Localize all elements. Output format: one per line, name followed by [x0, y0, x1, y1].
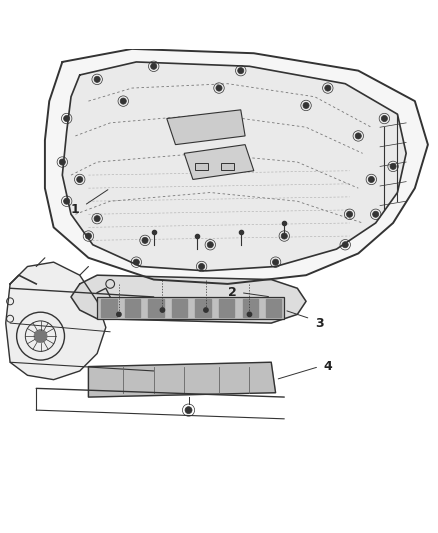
Polygon shape	[97, 297, 284, 319]
Text: 4: 4	[323, 360, 332, 373]
Bar	[195, 163, 208, 170]
Polygon shape	[71, 275, 306, 323]
Bar	[221, 163, 234, 170]
Polygon shape	[6, 262, 106, 379]
Circle shape	[185, 407, 192, 414]
Circle shape	[355, 133, 361, 139]
Circle shape	[77, 176, 83, 182]
Circle shape	[373, 211, 379, 217]
Circle shape	[34, 329, 47, 343]
Text: 3: 3	[315, 317, 323, 329]
Polygon shape	[62, 62, 406, 271]
Circle shape	[238, 68, 244, 74]
Text: 1: 1	[71, 204, 80, 216]
Circle shape	[198, 263, 205, 270]
Circle shape	[207, 241, 213, 248]
Circle shape	[303, 102, 309, 109]
Circle shape	[204, 308, 208, 312]
Circle shape	[151, 63, 157, 69]
Circle shape	[94, 76, 100, 83]
Polygon shape	[45, 49, 428, 284]
Circle shape	[59, 159, 65, 165]
Circle shape	[133, 259, 139, 265]
Circle shape	[216, 85, 222, 91]
Circle shape	[94, 215, 100, 222]
Polygon shape	[167, 110, 245, 144]
Circle shape	[325, 85, 331, 91]
Polygon shape	[195, 299, 211, 317]
Circle shape	[64, 116, 70, 122]
Circle shape	[247, 312, 252, 317]
Circle shape	[120, 98, 126, 104]
Polygon shape	[88, 362, 276, 397]
Circle shape	[281, 233, 287, 239]
Circle shape	[346, 211, 353, 217]
Circle shape	[160, 308, 165, 312]
Polygon shape	[266, 299, 281, 317]
Circle shape	[64, 198, 70, 204]
Polygon shape	[172, 299, 187, 317]
Circle shape	[342, 241, 348, 248]
Circle shape	[85, 233, 92, 239]
Polygon shape	[219, 299, 234, 317]
Circle shape	[368, 176, 374, 182]
Polygon shape	[243, 299, 258, 317]
Circle shape	[272, 259, 279, 265]
Text: 2: 2	[228, 286, 237, 299]
Polygon shape	[125, 299, 140, 317]
Polygon shape	[148, 299, 164, 317]
Circle shape	[117, 312, 121, 317]
Polygon shape	[184, 144, 254, 180]
Circle shape	[390, 163, 396, 169]
Polygon shape	[102, 299, 117, 317]
Circle shape	[142, 237, 148, 244]
Circle shape	[381, 116, 388, 122]
